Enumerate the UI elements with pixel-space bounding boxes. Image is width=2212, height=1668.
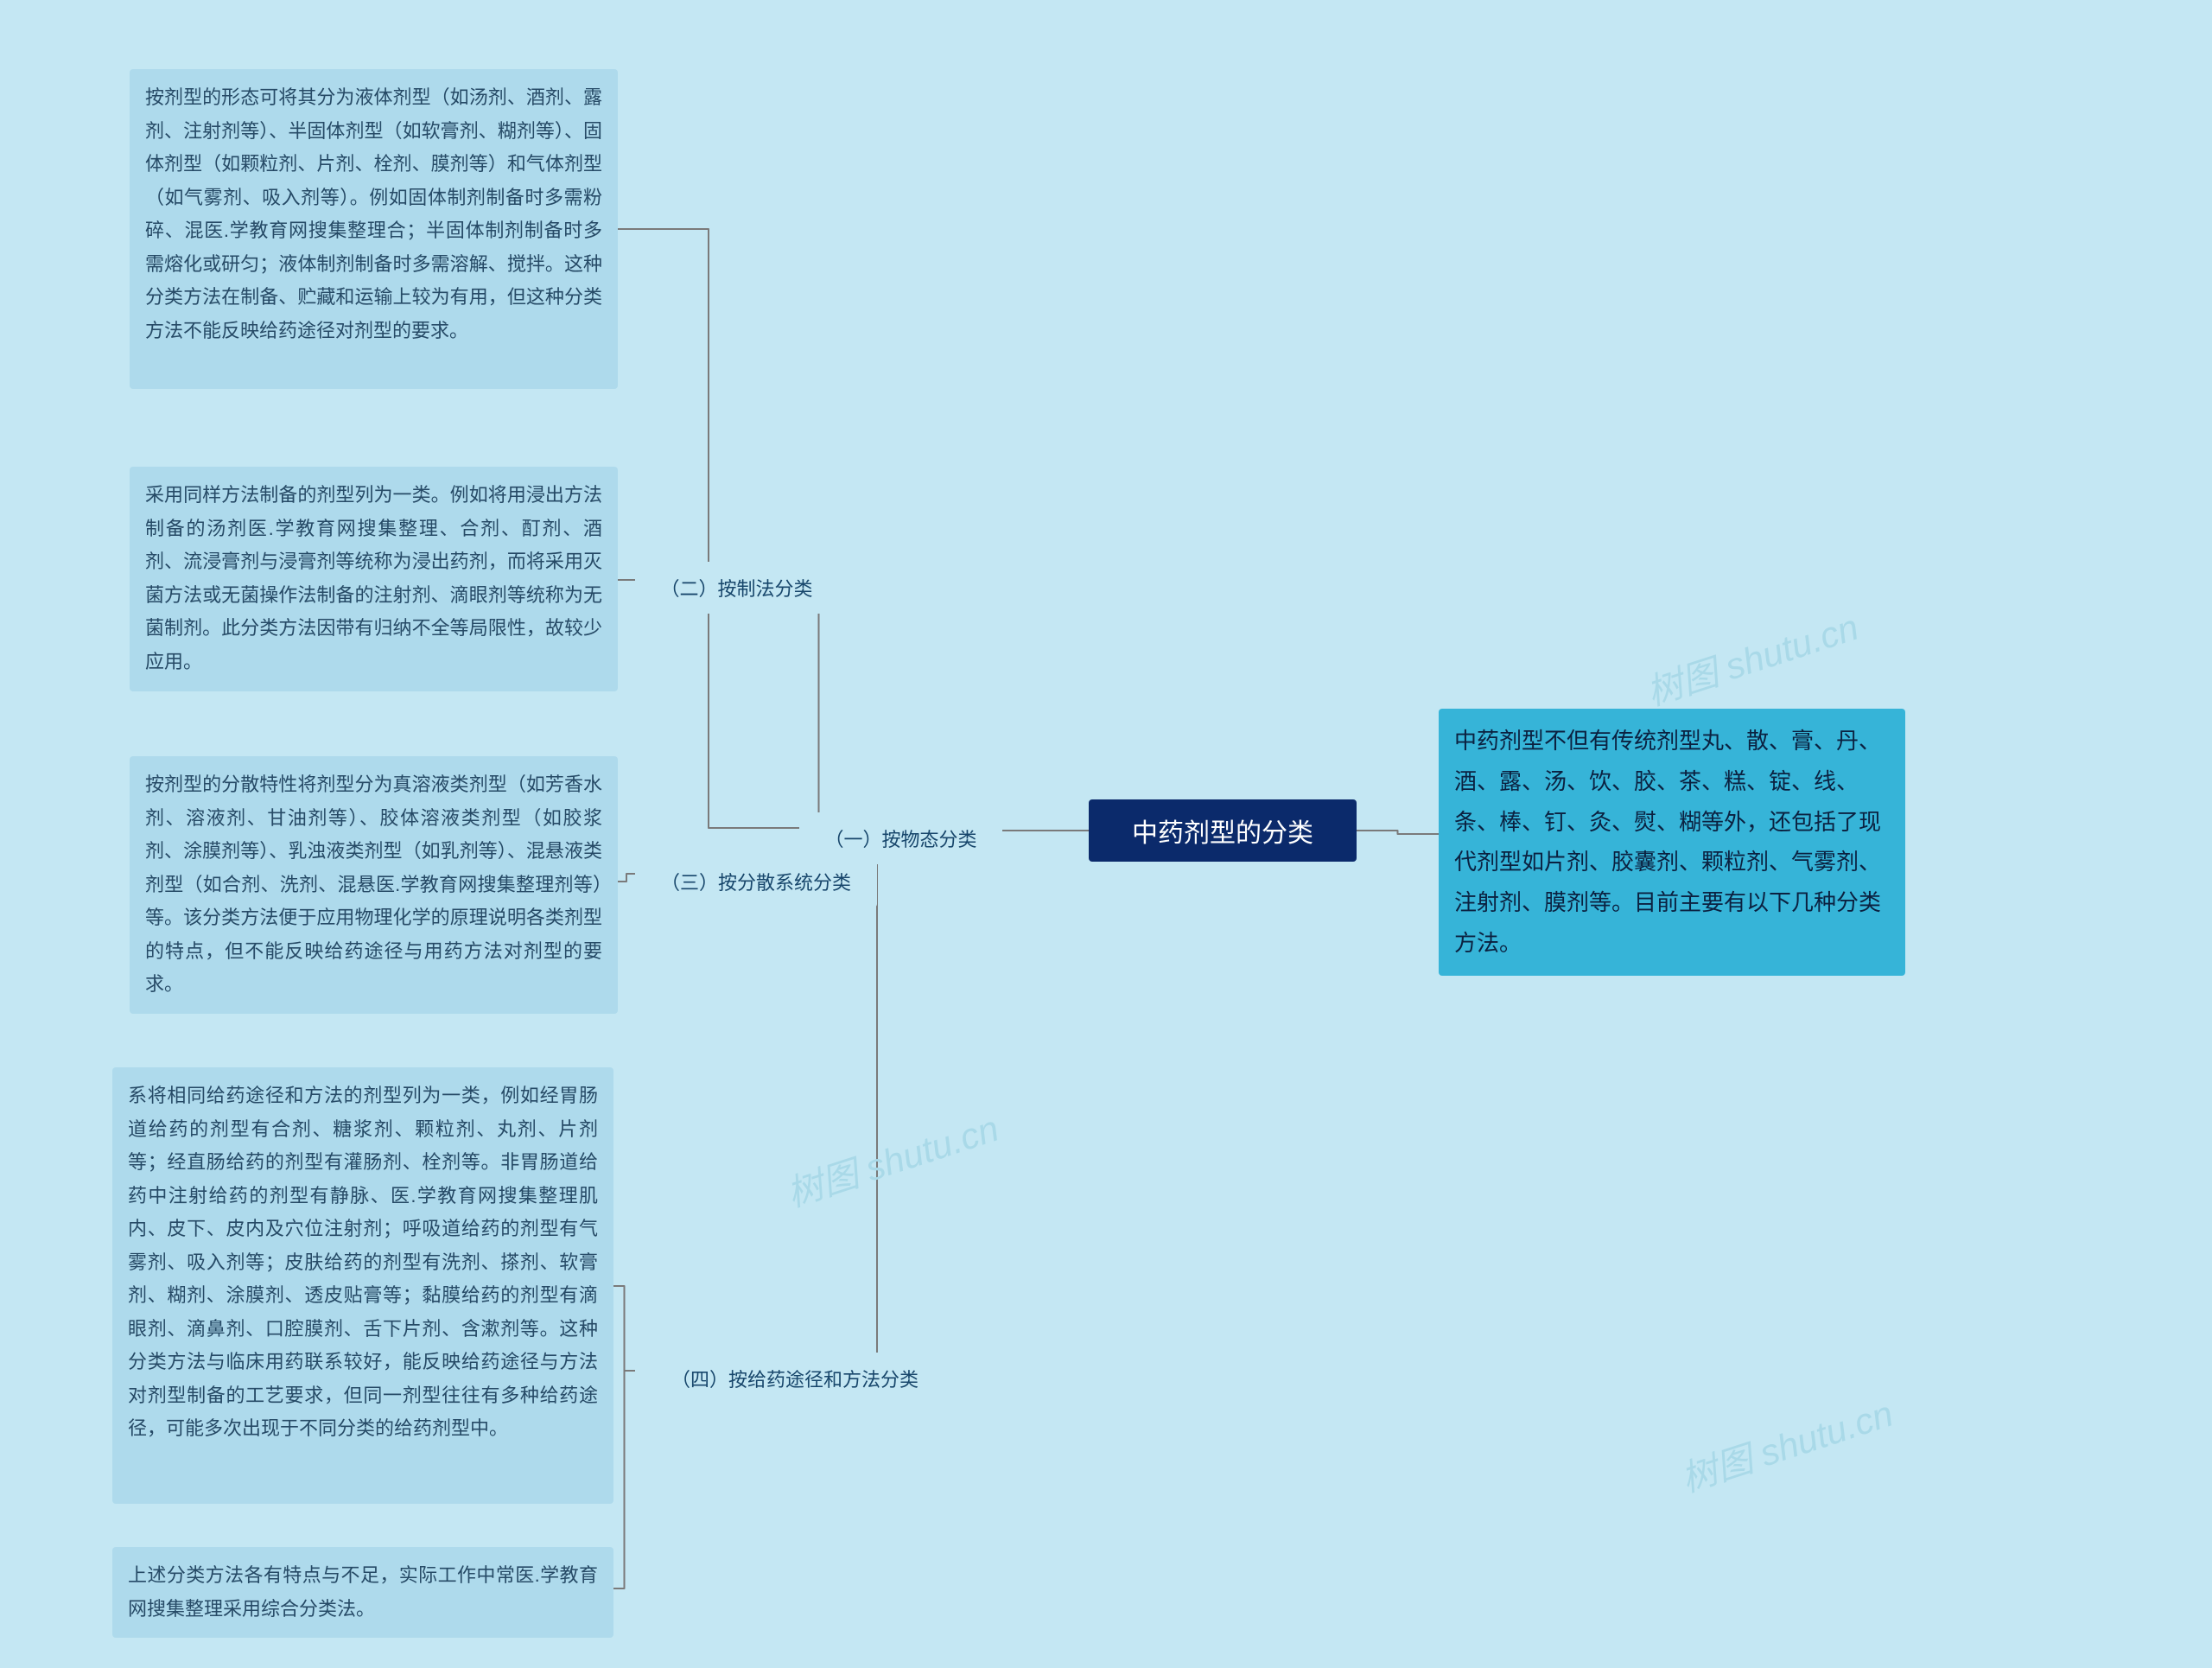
leaf-4-1: 系将相同给药途径和方法的剂型列为一类，例如经胃肠道给药的剂型有合剂、糖浆剂、颗粒… [112, 1067, 613, 1504]
category-2: （二）按制法分类 [635, 562, 838, 614]
watermark: 树图 shutu.cn [1639, 598, 1865, 716]
category-3: （三）按分散系统分类 [635, 856, 877, 907]
root-node: 中药剂型的分类 [1089, 799, 1357, 862]
watermark: 树图 shutu.cn [1674, 1385, 1899, 1503]
mindmap-canvas: 树图 shutu.cn树图 shutu.cn树图 shutu.cn树图 shut… [0, 0, 2212, 1668]
leaf-4-2: 上述分类方法各有特点与不足，实际工作中常医.学教育网搜集整理采用综合分类法。 [112, 1547, 613, 1638]
leaf-1-1: 按剂型的形态可将其分为液体剂型（如汤剂、酒剂、露剂、注射剂等）、半固体剂型（如软… [130, 69, 618, 389]
watermark: 树图 shutu.cn [779, 1099, 1005, 1218]
category-4: （四）按给药途径和方法分类 [635, 1353, 955, 1404]
leaf-2-1: 采用同样方法制备的剂型列为一类。例如将用浸出方法制备的汤剂医.学教育网搜集整理、… [130, 467, 618, 691]
leaf-3-1: 按剂型的分散特性将剂型分为真溶液类剂型（如芳香水剂、溶液剂、甘油剂等）、胶体溶液… [130, 756, 618, 1014]
intro-node: 中药剂型不但有传统剂型丸、散、膏、丹、酒、露、汤、饮、胶、茶、糕、锭、线、条、棒… [1439, 709, 1905, 976]
